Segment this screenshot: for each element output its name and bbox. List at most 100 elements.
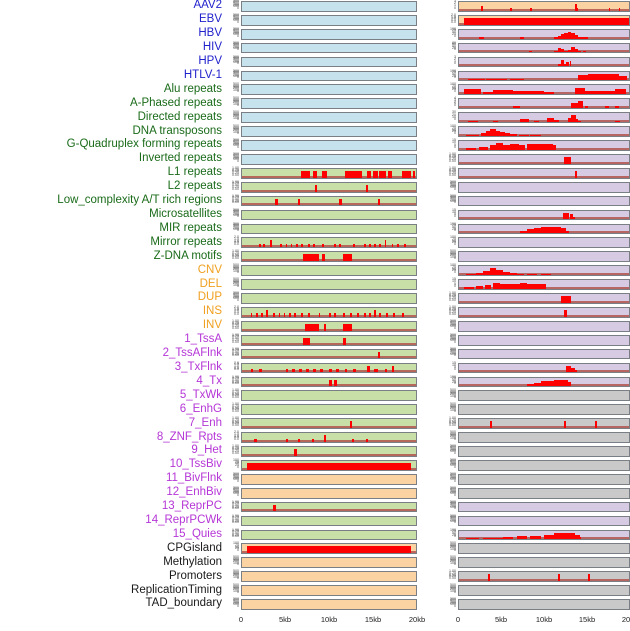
y-tick-label: 0.75 [232,515,239,520]
y-tick-label: 25 [452,129,456,134]
track-panel-right-low-complexity-a-t-rich-regions[interactable] [458,195,630,207]
track-panel-right-2-tssaflnk[interactable] [458,348,630,360]
track-panel-right-del[interactable] [458,279,630,290]
track-panel-left-ebv[interactable] [241,14,417,26]
track-panel-left-alu-repeats[interactable] [241,84,417,96]
track-panel-right-aav2[interactable] [458,1,630,12]
track-panel-right-l2-repeats[interactable] [458,181,630,193]
track-panel-left-inv[interactable] [241,320,417,332]
track-panel-right-replicationtiming[interactable] [458,585,630,596]
track-bar [283,313,286,317]
track-panel-left-dna-transposons[interactable] [241,126,417,137]
track-panel-left-low-complexity-a-t-rich-regions[interactable] [241,195,417,207]
track-panel-left-del[interactable] [241,279,417,290]
track-panel-left-8-znf-rpts[interactable] [241,432,417,443]
track-panel-left-15-quies[interactable] [241,529,417,541]
track-panel-left-hpv[interactable] [241,56,417,68]
track-panel-left-dup[interactable] [241,293,417,304]
track-panel-left-l2-repeats[interactable] [241,181,417,193]
track-panel-left-hbv[interactable] [241,28,417,40]
track-panel-right-15-quies[interactable] [458,529,630,541]
track-panel-left-inverted-repeats[interactable] [241,154,417,165]
track-panel-right-4-tx[interactable] [458,376,630,388]
track-panel-right-6-enhg[interactable] [458,404,630,416]
track-panel-right-cnv[interactable] [458,265,630,276]
track-panel-right-tad-boundary[interactable] [458,599,630,610]
track-panel-left-9-het[interactable] [241,446,417,457]
track-panel-left-cpgisland[interactable] [241,543,417,555]
track-panel-left-13-reprpc[interactable] [241,501,417,513]
track-bar [566,231,570,234]
track-panel-right-7-enh[interactable] [458,418,630,429]
y-tick-label: 0 [237,297,239,302]
track-panel-left-mirror-repeats[interactable] [241,237,417,249]
track-panel-right-l1-repeats[interactable] [458,167,630,179]
track-panel-right-dup[interactable] [458,293,630,304]
track-panel-left-cnv[interactable] [241,265,417,276]
track-panel-right-11-bivflnk[interactable] [458,473,630,485]
track-panel-left-methylation[interactable] [241,557,417,569]
track-panel-left-aav2[interactable] [241,1,417,12]
y-tick-label: 500 [233,263,239,268]
track-panel-right-9-het[interactable] [458,446,630,457]
track-panel-right-10-tssbiv[interactable] [458,460,630,471]
track-panel-right-5-txwk[interactable] [458,390,630,402]
track-panel-right-ebv[interactable] [458,14,630,26]
track-panel-left-1-tssa[interactable] [241,334,417,346]
track-panel-right-hiv[interactable] [458,42,630,54]
plot-area [459,183,629,192]
track-panel-right-14-reprpcwk[interactable] [458,515,630,527]
track-panel-right-hbv[interactable] [458,28,630,40]
y-tick-label: 500 [233,152,239,156]
track-panel-right-cpgisland[interactable] [458,543,630,555]
track-panel-left-3-txflnk[interactable] [241,362,417,374]
track-panel-left-ins[interactable] [241,307,417,318]
track-panel-left-mir-repeats[interactable] [241,223,417,235]
track-panel-left-10-tssbiv[interactable] [241,460,417,471]
track-panel-left-microsatellites[interactable] [241,209,417,221]
track-panel-right-ins[interactable] [458,307,630,318]
track-bar [503,144,510,150]
track-panel-left-promoters[interactable] [241,571,417,582]
track-panel-left-replicationtiming[interactable] [241,585,417,596]
track-panel-right-inverted-repeats[interactable] [458,154,630,165]
track-panel-left-2-tssaflnk[interactable] [241,348,417,360]
track-panel-right-z-dna-motifs[interactable] [458,251,630,263]
y-tick-label: 200 [233,211,239,216]
track-panel-right-1-tssa[interactable] [458,334,630,346]
track-panel-left-tad-boundary[interactable] [241,599,417,610]
track-bar [367,365,370,373]
track-baseline [459,370,629,373]
track-panel-right-8-znf-rpts[interactable] [458,432,630,443]
track-panel-right-a-phased-repeats[interactable] [458,98,630,110]
track-panel-left-hiv[interactable] [241,42,417,54]
track-panel-right-13-reprpc[interactable] [458,501,630,513]
track-panel-right-inv[interactable] [458,320,630,332]
track-panel-right-dna-transposons[interactable] [458,126,630,137]
track-panel-left-4-tx[interactable] [241,376,417,388]
track-panel-left-htlv-1[interactable] [241,70,417,82]
track-panel-left-6-enhg[interactable] [241,404,417,416]
track-panel-right-methylation[interactable] [458,557,630,569]
track-panel-left-directed-repeats[interactable] [241,112,417,123]
track-panel-left-14-reprpcwk[interactable] [241,515,417,527]
track-panel-right-mirror-repeats[interactable] [458,237,630,249]
track-panel-left-l1-repeats[interactable] [241,167,417,179]
track-panel-right-htlv-1[interactable] [458,70,630,82]
track-panel-left-7-enh[interactable] [241,418,417,429]
track-panel-left-12-enhbiv[interactable] [241,487,417,499]
track-panel-left-g-quadruplex-forming-repeats[interactable] [241,140,417,151]
track-panel-right-microsatellites[interactable] [458,209,630,221]
track-panel-right-12-enhbiv[interactable] [458,487,630,499]
track-panel-right-promoters[interactable] [458,571,630,582]
track-panel-left-5-txwk[interactable] [241,390,417,402]
track-panel-left-a-phased-repeats[interactable] [241,98,417,110]
track-panel-right-directed-repeats[interactable] [458,112,630,123]
track-panel-right-g-quadruplex-forming-repeats[interactable] [458,140,630,151]
track-panel-right-hpv[interactable] [458,56,630,68]
track-panel-left-11-bivflnk[interactable] [241,473,417,485]
track-panel-left-z-dna-motifs[interactable] [241,251,417,263]
track-panel-right-mir-repeats[interactable] [458,223,630,235]
track-panel-right-alu-repeats[interactable] [458,84,630,96]
track-panel-right-3-txflnk[interactable] [458,362,630,374]
